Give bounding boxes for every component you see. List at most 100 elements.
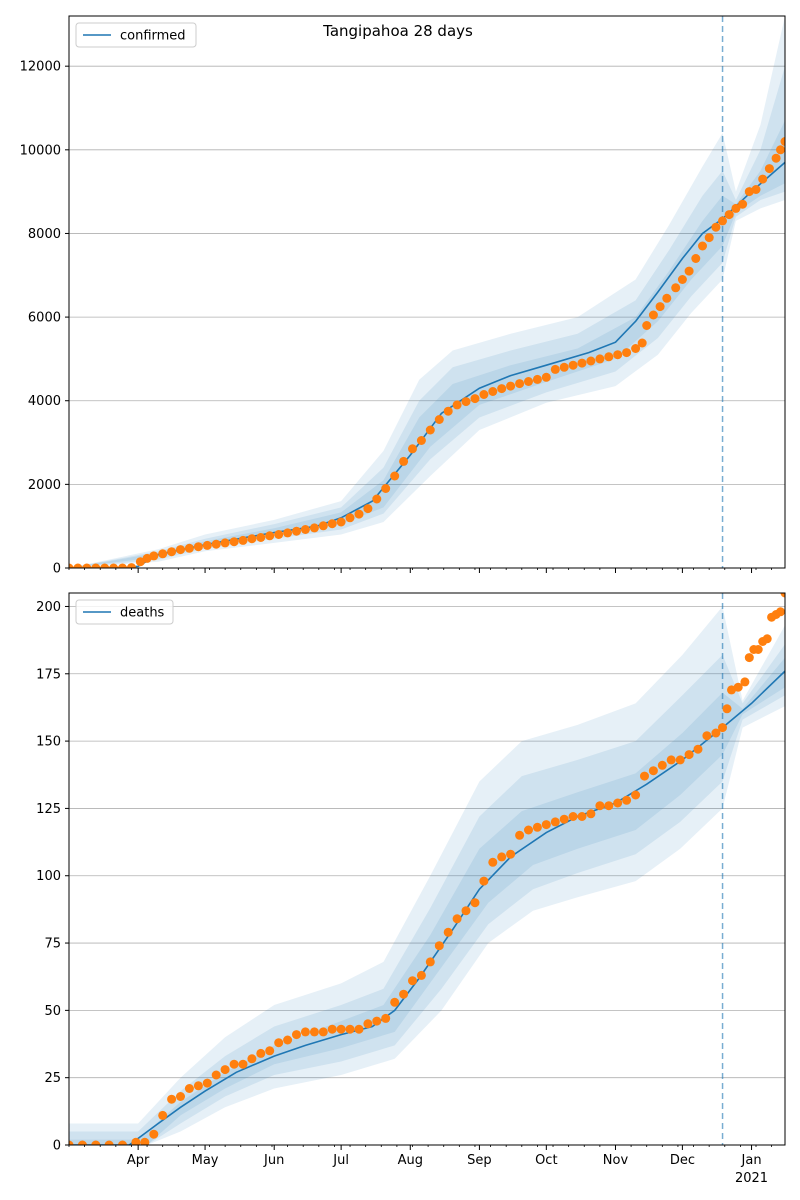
observed-point xyxy=(109,563,119,568)
observed-point xyxy=(381,1013,391,1023)
observed-point xyxy=(559,362,569,372)
observed-point xyxy=(550,364,560,374)
observed-point xyxy=(488,387,498,396)
legend: confirmed xyxy=(75,22,197,48)
observed-point xyxy=(452,400,462,410)
observed-point xyxy=(408,976,417,986)
observed-point xyxy=(704,233,714,243)
observed-point xyxy=(722,704,732,714)
observed-point xyxy=(684,750,694,760)
observed-point xyxy=(265,1046,275,1056)
observed-point xyxy=(193,542,203,552)
observed-point xyxy=(434,415,444,424)
observed-point xyxy=(666,755,676,765)
observed-point xyxy=(336,1024,346,1034)
x-tick-label: Dec xyxy=(670,1153,695,1168)
observed-point xyxy=(762,634,772,644)
observed-point xyxy=(776,607,785,617)
observed-point xyxy=(211,539,221,549)
observed-point xyxy=(532,822,542,832)
observed-point xyxy=(118,1140,127,1145)
x-tick-label: Apr xyxy=(127,1153,150,1168)
observed-point xyxy=(131,1137,141,1145)
observed-point xyxy=(158,1110,168,1120)
observed-point xyxy=(202,540,212,550)
y-tick-label: 4000 xyxy=(28,394,61,409)
observed-point xyxy=(711,222,721,232)
observed-point xyxy=(354,1024,364,1034)
y-tick-label: 0 xyxy=(53,1139,61,1154)
uncertainty-band-2 xyxy=(69,644,785,1145)
observed-point xyxy=(309,1027,319,1037)
observed-point xyxy=(256,533,266,542)
observed-point xyxy=(671,283,681,293)
observed-point xyxy=(718,723,727,733)
observed-point xyxy=(176,1092,185,1101)
observed-point xyxy=(744,653,754,663)
observed-point xyxy=(693,744,703,754)
observed-point xyxy=(73,563,83,568)
observed-point xyxy=(753,645,763,654)
uncertainty-band-2 xyxy=(69,66,785,568)
observed-point xyxy=(425,957,435,967)
observed-point xyxy=(390,471,400,481)
y-tick-label: 12000 xyxy=(20,60,61,75)
observed-point xyxy=(452,914,462,924)
observed-point xyxy=(524,825,533,835)
observed-point xyxy=(283,1035,293,1045)
observed-point xyxy=(541,372,551,382)
observed-point xyxy=(724,210,734,220)
observed-point xyxy=(363,504,373,514)
observed-point xyxy=(274,1038,284,1048)
observed-point xyxy=(648,766,658,776)
observed-point xyxy=(758,174,768,184)
observed-point xyxy=(604,801,614,811)
x-tick-label: Jul xyxy=(332,1153,349,1168)
legend-label: confirmed xyxy=(120,29,186,44)
observed-point xyxy=(740,677,750,687)
observed-point xyxy=(184,1084,194,1093)
observed-point xyxy=(309,523,319,533)
x-tick-label: Sep xyxy=(467,1153,492,1168)
plot-area xyxy=(69,16,785,568)
observed-point xyxy=(327,519,337,529)
observed-point xyxy=(506,849,516,859)
legend: deaths xyxy=(75,599,174,625)
y-tick-label: 100 xyxy=(36,869,61,884)
observed-point xyxy=(211,1070,221,1080)
observed-point xyxy=(622,795,632,805)
observed-point xyxy=(655,302,665,312)
observed-point xyxy=(622,348,632,358)
y-tick-label: 75 xyxy=(44,937,61,952)
observed-point xyxy=(220,538,230,548)
observed-point xyxy=(372,1016,382,1026)
observed-point xyxy=(604,352,614,362)
observed-point xyxy=(470,898,480,908)
observed-point xyxy=(300,525,310,534)
observed-point xyxy=(425,425,435,435)
legend-box xyxy=(75,22,197,48)
observed-point xyxy=(229,537,239,547)
observed-point xyxy=(461,906,471,916)
observed-point xyxy=(776,145,785,155)
observed-point xyxy=(229,1059,239,1069)
y-tick-label: 0 xyxy=(53,562,61,577)
observed-point xyxy=(184,543,194,553)
observed-point xyxy=(82,563,92,568)
observed-point xyxy=(738,199,748,209)
observed-point xyxy=(292,1030,301,1040)
observed-point xyxy=(637,338,647,348)
deaths-chart: 0 25 50 75 100 125 150 175 200 Apr May Jun Jul Aug Sep… xyxy=(36,592,786,1186)
observed-point xyxy=(274,530,284,539)
observed-point xyxy=(751,185,761,194)
observed-point xyxy=(238,535,248,545)
observed-point xyxy=(381,484,391,493)
observed-point xyxy=(372,494,382,504)
y-tick-label: 150 xyxy=(36,735,61,750)
observed-point xyxy=(691,254,701,263)
observed-point xyxy=(416,970,426,980)
observed-point xyxy=(283,528,293,538)
observed-point xyxy=(140,1137,150,1145)
observed-point xyxy=(100,563,110,568)
observed-point xyxy=(300,1027,310,1037)
